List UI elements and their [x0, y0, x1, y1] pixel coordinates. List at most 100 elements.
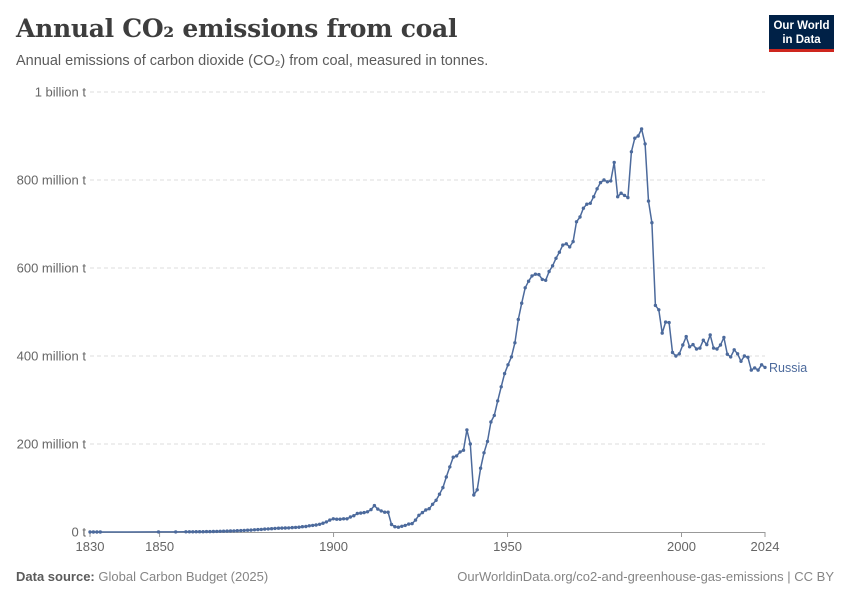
data-point[interactable]	[242, 528, 246, 533]
data-point[interactable]	[215, 529, 219, 534]
data-point[interactable]	[564, 242, 568, 246]
data-point[interactable]	[297, 525, 301, 529]
data-point[interactable]	[441, 485, 445, 490]
data-point[interactable]	[670, 350, 675, 355]
data-point[interactable]	[499, 385, 503, 389]
data-point[interactable]	[756, 368, 760, 372]
data-point[interactable]	[616, 195, 620, 199]
data-point[interactable]	[194, 530, 198, 534]
data-point[interactable]	[273, 526, 277, 531]
data-point[interactable]	[506, 363, 510, 367]
data-point[interactable]	[554, 256, 558, 260]
data-point[interactable]	[609, 179, 613, 183]
data-point[interactable]	[660, 331, 664, 335]
data-point[interactable]	[687, 345, 692, 349]
data-point[interactable]	[598, 180, 603, 185]
data-point[interactable]	[639, 127, 644, 131]
data-point[interactable]	[482, 451, 486, 455]
data-point[interactable]	[516, 317, 520, 322]
data-point[interactable]	[489, 420, 493, 424]
data-point[interactable]	[225, 529, 229, 533]
data-point[interactable]	[502, 371, 507, 376]
data-point[interactable]	[485, 439, 490, 444]
data-point[interactable]	[191, 530, 195, 534]
data-point[interactable]	[581, 206, 586, 210]
data-point[interactable]	[475, 488, 479, 492]
data-point[interactable]	[341, 517, 346, 521]
data-point[interactable]	[530, 274, 534, 278]
data-point[interactable]	[331, 517, 335, 521]
data-point[interactable]	[321, 521, 325, 525]
data-point[interactable]	[684, 334, 688, 339]
owid-logo[interactable]: Our World in Data	[769, 15, 834, 52]
footer-url[interactable]: OurWorldinData.org/co2-and-greenhouse-ga…	[457, 569, 834, 584]
data-point[interactable]	[636, 134, 640, 138]
data-point[interactable]	[259, 527, 263, 532]
data-point[interactable]	[619, 191, 623, 195]
data-point[interactable]	[369, 507, 373, 512]
data-point[interactable]	[711, 346, 716, 350]
data-point[interactable]	[753, 366, 757, 370]
data-point[interactable]	[585, 202, 589, 206]
data-point[interactable]	[410, 521, 414, 526]
data-point[interactable]	[509, 355, 514, 359]
data-point[interactable]	[352, 514, 356, 518]
data-point[interactable]	[633, 136, 637, 140]
data-point[interactable]	[293, 525, 298, 530]
data-point[interactable]	[232, 529, 236, 533]
data-point[interactable]	[335, 517, 339, 521]
data-point[interactable]	[759, 363, 764, 367]
data-point[interactable]	[729, 355, 733, 359]
data-point[interactable]	[420, 510, 425, 515]
data-point[interactable]	[526, 279, 531, 283]
data-point[interactable]	[204, 529, 209, 534]
data-point[interactable]	[451, 455, 455, 459]
data-point[interactable]	[413, 518, 418, 522]
data-point[interactable]	[407, 522, 411, 526]
data-point[interactable]	[725, 352, 729, 356]
data-point[interactable]	[544, 278, 548, 282]
data-point[interactable]	[269, 527, 274, 531]
data-point[interactable]	[444, 475, 448, 479]
data-point[interactable]	[663, 320, 668, 324]
data-point[interactable]	[403, 523, 407, 528]
data-point[interactable]	[437, 492, 442, 496]
data-point[interactable]	[348, 515, 353, 519]
data-point[interactable]	[626, 195, 630, 200]
data-point[interactable]	[677, 352, 681, 356]
data-point[interactable]	[643, 142, 647, 146]
data-point[interactable]	[533, 272, 538, 276]
data-point[interactable]	[218, 529, 222, 533]
data-point[interactable]	[324, 520, 329, 524]
data-point[interactable]	[338, 517, 342, 521]
data-point[interactable]	[547, 269, 551, 274]
data-point[interactable]	[746, 355, 750, 359]
data-point[interactable]	[187, 530, 192, 534]
data-point[interactable]	[718, 343, 723, 347]
data-point[interactable]	[256, 527, 260, 532]
data-point[interactable]	[221, 529, 226, 533]
data-point[interactable]	[266, 527, 270, 531]
data-point[interactable]	[701, 338, 705, 342]
data-point[interactable]	[602, 178, 606, 182]
data-point[interactable]	[739, 359, 743, 363]
data-point[interactable]	[417, 513, 421, 517]
data-point[interactable]	[537, 272, 541, 277]
data-point[interactable]	[523, 286, 527, 290]
data-point[interactable]	[557, 250, 562, 254]
data-point[interactable]	[595, 187, 599, 191]
data-point[interactable]	[383, 510, 387, 514]
data-point[interactable]	[674, 354, 678, 358]
data-point[interactable]	[520, 301, 524, 305]
data-point[interactable]	[472, 493, 476, 497]
data-point[interactable]	[629, 150, 634, 154]
data-point[interactable]	[653, 303, 658, 308]
data-point[interactable]	[249, 528, 253, 532]
data-point[interactable]	[715, 347, 719, 351]
data-point[interactable]	[276, 526, 281, 530]
data-point[interactable]	[252, 528, 257, 532]
data-point[interactable]	[468, 442, 472, 446]
data-point[interactable]	[314, 523, 318, 527]
data-point[interactable]	[424, 508, 428, 512]
data-point[interactable]	[550, 264, 555, 268]
